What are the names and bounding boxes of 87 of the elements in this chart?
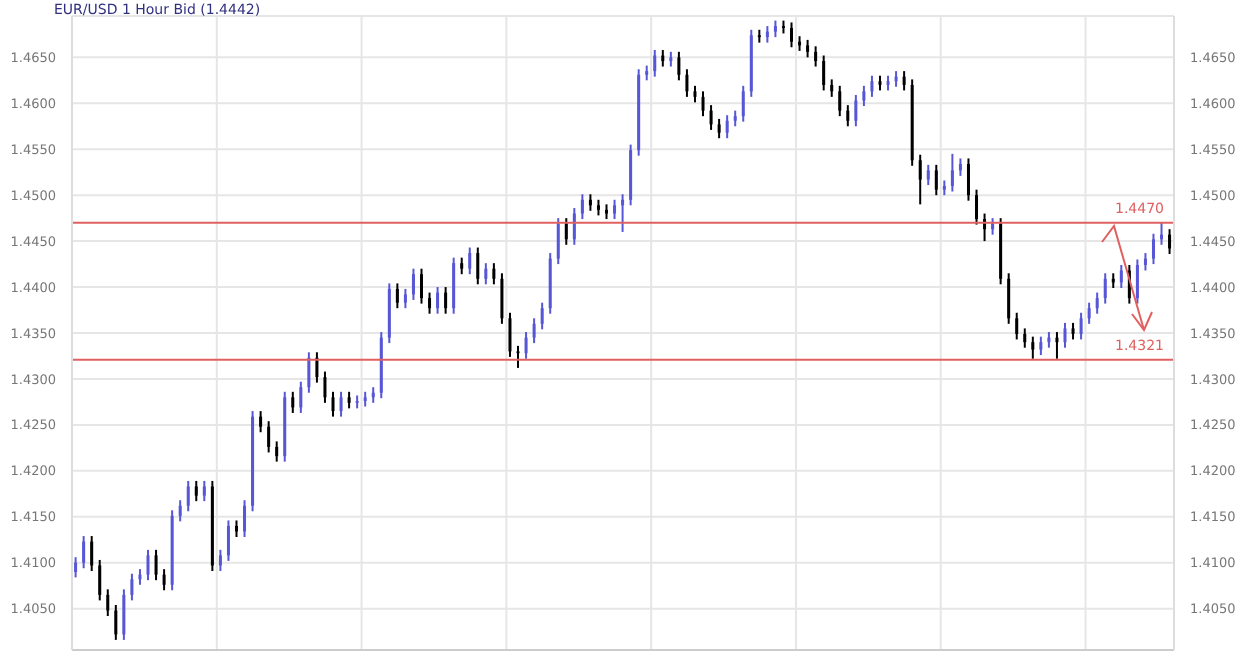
candlestick [98, 558, 102, 602]
candlestick [243, 499, 247, 538]
candlestick [114, 603, 118, 641]
candlestick [259, 410, 263, 434]
candlestick [838, 84, 842, 118]
candlestick [218, 548, 222, 572]
candlestick [122, 588, 126, 641]
candlestick [291, 390, 295, 414]
candlestick [814, 45, 818, 68]
candlestick [846, 104, 850, 128]
candlestick [178, 499, 182, 523]
candlestick [267, 420, 271, 454]
candlestick [516, 344, 520, 369]
candlestick [444, 286, 448, 315]
candlestick [677, 50, 681, 82]
candlestick [323, 370, 327, 404]
candlestick [613, 198, 617, 221]
candlestick [1031, 335, 1035, 360]
candlestick [701, 90, 705, 118]
candlestick [331, 390, 335, 418]
candlestick [1095, 291, 1099, 315]
candlestick [226, 519, 230, 562]
candlestick [411, 267, 415, 301]
candlestick [1063, 321, 1067, 349]
candlestick [1119, 264, 1123, 289]
candlestick [1135, 258, 1139, 305]
candlestick [870, 74, 874, 98]
candlestick [580, 193, 584, 221]
candlestick [395, 282, 399, 310]
candlestick [709, 104, 713, 131]
candlestick [419, 267, 423, 305]
candlestick [717, 117, 721, 140]
candlestick [975, 188, 979, 226]
candlestick [492, 262, 496, 286]
candlestick [130, 572, 134, 602]
candlestick [1151, 232, 1155, 266]
candlestick [307, 351, 311, 394]
candlestick [428, 291, 432, 315]
candlestick [299, 380, 303, 414]
candlestick [202, 479, 206, 503]
candlestick [822, 54, 826, 92]
candlestick [950, 152, 954, 193]
candlestick [725, 114, 729, 140]
candlestick [854, 94, 858, 128]
candlestick [403, 287, 407, 310]
candlestick [162, 568, 166, 592]
candlestick [468, 246, 472, 276]
candlestick [106, 588, 110, 617]
candlestick [556, 217, 560, 266]
candlestick [741, 84, 745, 123]
candlestick [484, 262, 488, 286]
candlestick [926, 163, 930, 187]
candlestick [653, 49, 657, 78]
candlestick [275, 440, 279, 463]
candlestick [1079, 311, 1083, 341]
candlestick [966, 157, 970, 202]
candlestick [82, 535, 86, 570]
candlestick [862, 84, 866, 108]
candlestick [1015, 311, 1019, 341]
candlestick [902, 70, 906, 92]
candlestick [918, 153, 922, 206]
candlestick [532, 317, 536, 345]
candlestick [934, 163, 938, 197]
candlestick [154, 548, 158, 582]
candlestick [1168, 228, 1172, 255]
candlestick [90, 535, 94, 572]
candlestick [146, 548, 150, 582]
candlestick [1039, 335, 1043, 357]
candlestick [790, 21, 794, 49]
candlestick [500, 272, 504, 325]
candlestick [564, 217, 568, 246]
candlestick [436, 286, 440, 315]
candlestick [1007, 272, 1011, 325]
candlestick [524, 331, 528, 360]
candlestick [572, 207, 576, 246]
candlestick [194, 479, 198, 503]
candlestick [452, 256, 456, 315]
candlestick [1103, 272, 1107, 305]
candlestick [186, 479, 190, 513]
candlestick [685, 68, 689, 98]
candlestick [508, 311, 512, 358]
candlestick [1087, 301, 1091, 325]
candlestick [1023, 327, 1027, 349]
candlestick [339, 390, 343, 418]
candlestick [476, 246, 480, 286]
candlestick [74, 556, 78, 579]
candlestick [540, 301, 544, 331]
